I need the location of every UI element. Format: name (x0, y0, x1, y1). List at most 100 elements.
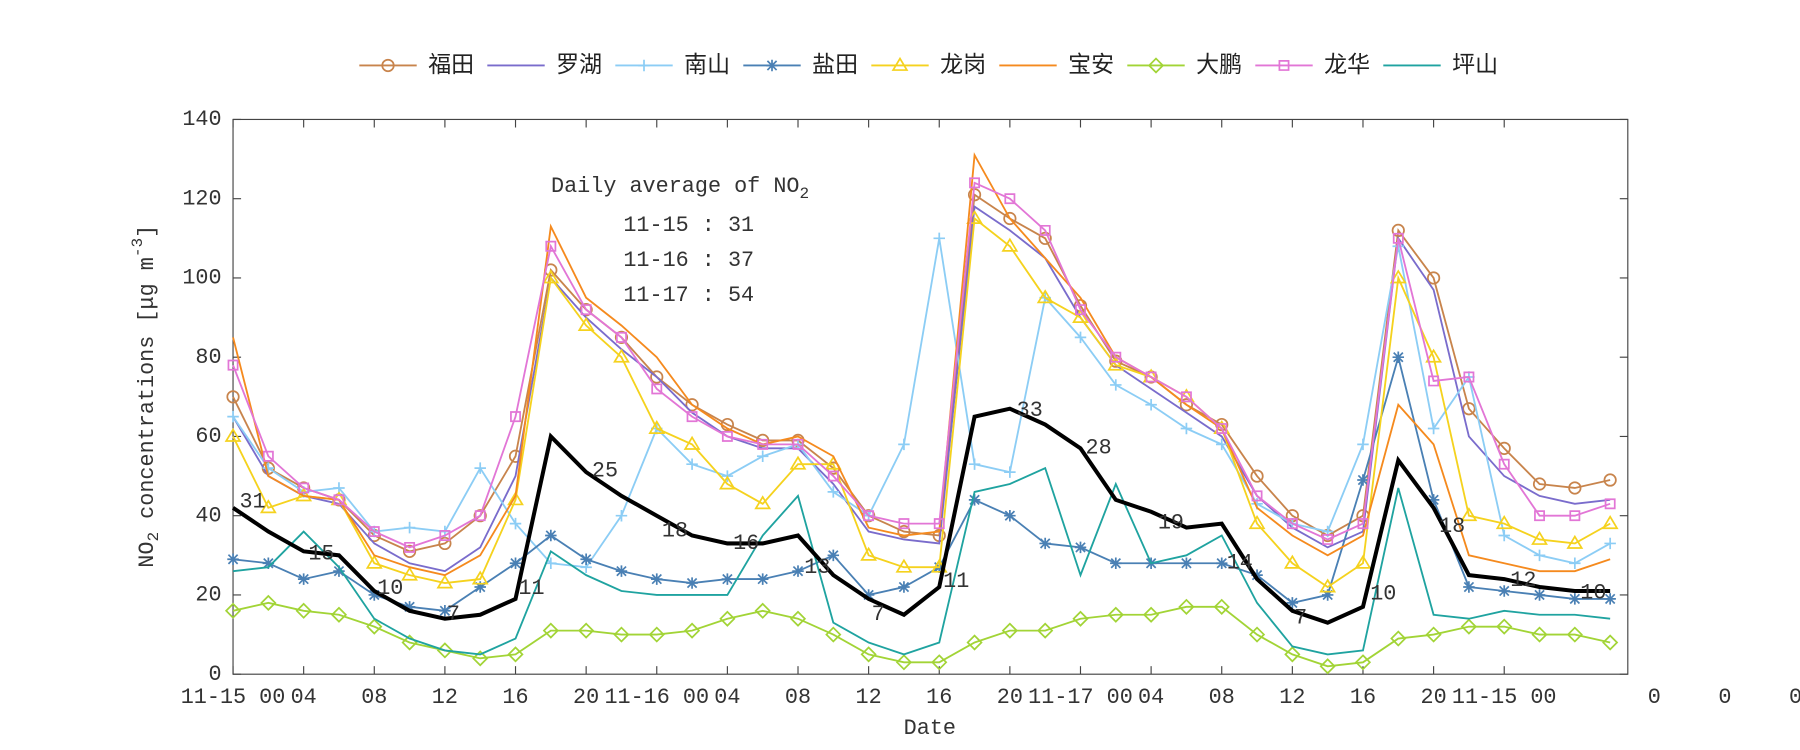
marker (1319, 658, 1336, 675)
annotation: 7 (447, 602, 460, 627)
annotation: 7 (1294, 606, 1307, 631)
marker (1143, 606, 1160, 623)
annotation: 18 (1439, 514, 1465, 539)
marker (1004, 466, 1016, 478)
legend-label: 大鹏 (1196, 52, 1242, 78)
marker (1110, 557, 1122, 569)
marker (718, 475, 736, 490)
marker (474, 462, 486, 474)
marker (1039, 537, 1051, 550)
marker (1569, 593, 1581, 605)
marker (368, 526, 380, 538)
marker (1603, 473, 1617, 487)
marker (1248, 626, 1266, 643)
x-tick-label: 20 (573, 685, 599, 710)
legend-marker (766, 59, 778, 72)
marker (545, 240, 557, 252)
x-tick-label: 04 (291, 685, 317, 710)
series-line (232, 238, 1611, 569)
marker (754, 495, 772, 510)
marker (1107, 356, 1125, 371)
x-tick-label: 11-15 00 (181, 685, 286, 710)
marker (1075, 304, 1086, 316)
x-tick-label: 08 (1209, 685, 1235, 710)
marker (509, 557, 522, 569)
marker (1425, 348, 1443, 363)
x-tick-label: 11-15 00 (1452, 685, 1557, 710)
marker (1495, 515, 1513, 530)
marker (1601, 515, 1619, 530)
marker (720, 417, 734, 432)
marker (1604, 593, 1616, 605)
series-line (232, 601, 1611, 668)
marker (404, 541, 416, 553)
marker (1391, 223, 1405, 237)
marker (227, 553, 239, 566)
y-label-part: NO (135, 542, 160, 568)
marker (1286, 597, 1299, 609)
marker (1178, 598, 1195, 615)
marker (827, 549, 840, 562)
marker (1427, 494, 1440, 506)
marker (1566, 626, 1583, 643)
marker (298, 482, 310, 494)
marker (1357, 518, 1369, 530)
legend-label: 坪山 (1452, 52, 1498, 78)
y-label-sup: -3 (129, 238, 147, 257)
marker (1283, 554, 1301, 569)
marker (1004, 509, 1016, 522)
marker (509, 517, 522, 530)
marker (897, 524, 911, 539)
marker (969, 177, 981, 189)
marker (1427, 422, 1440, 435)
annotation: 18 (662, 518, 688, 543)
marker (1533, 549, 1546, 562)
y-label-part: concentrations [μg m (135, 257, 160, 532)
marker (1248, 515, 1266, 530)
marker (683, 435, 701, 450)
marker (1498, 585, 1510, 597)
marker (968, 458, 981, 470)
marker (1319, 578, 1337, 593)
marker (721, 573, 734, 585)
marker (1392, 232, 1404, 244)
marker (1110, 351, 1122, 363)
marker (1215, 438, 1228, 451)
marker (439, 530, 451, 541)
marker (1215, 557, 1228, 569)
marker (1216, 423, 1228, 434)
marker (1604, 498, 1616, 510)
marker (438, 536, 452, 551)
series-line (232, 353, 1611, 612)
annotation: 15 (308, 541, 334, 566)
marker (827, 486, 840, 498)
annotation: 10 (1370, 582, 1396, 607)
marker (1531, 626, 1548, 643)
marker (1180, 557, 1193, 569)
annotation: 12 (1510, 568, 1536, 593)
average-line (231, 406, 1611, 625)
x-axis-label: Date (904, 716, 956, 741)
marker (895, 558, 913, 573)
marker (403, 601, 416, 613)
legend-marker (1147, 57, 1165, 74)
marker (1213, 598, 1230, 615)
marker (650, 370, 664, 384)
marker (1110, 379, 1122, 391)
y-axis-label: NO2 concentrations [μg m-3] (129, 225, 163, 568)
marker (683, 622, 701, 639)
marker (1463, 581, 1475, 593)
marker (1569, 510, 1581, 522)
x-tick-label: 04 (714, 685, 740, 710)
marker (1604, 537, 1616, 550)
legend-marker (891, 56, 909, 71)
marker (931, 654, 948, 671)
marker (789, 610, 807, 627)
marker (1534, 510, 1545, 522)
info-line: 11-16 : 37 (623, 248, 754, 273)
marker (1250, 469, 1264, 483)
marker (227, 359, 239, 371)
marker (613, 626, 630, 643)
info-title: Daily average of NO2 (551, 174, 809, 204)
marker (1074, 541, 1087, 554)
